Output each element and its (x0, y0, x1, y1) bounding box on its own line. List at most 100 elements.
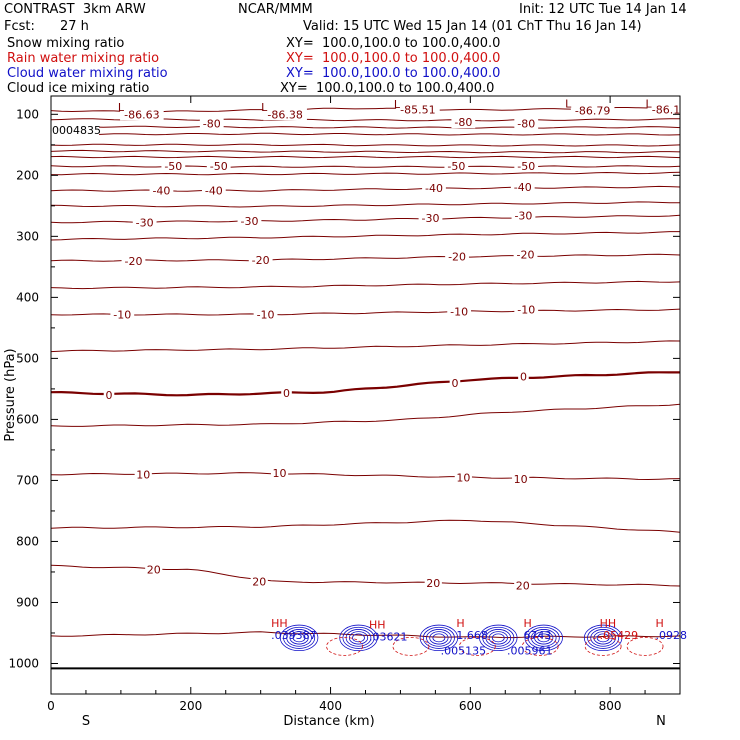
y-tick-label: 800 (16, 534, 39, 548)
rain-water-contour (626, 637, 664, 656)
contour-label-bg (647, 103, 685, 116)
contour-label: -40 (205, 185, 223, 198)
forecast-label: Fcst: (4, 19, 35, 34)
contour-label: 20 (426, 577, 440, 590)
contour-label: -10 (257, 308, 275, 321)
contour-label: 20 (252, 576, 266, 589)
high-marker-value: .039387 (271, 629, 317, 642)
contour-label-bg (110, 308, 135, 321)
init-time: Init: 12 UTC Tue 14 Jan 14 (519, 2, 687, 17)
high-marker: H (456, 617, 464, 630)
cloud-water-contour (485, 629, 512, 647)
x-tick-label: 0 (47, 699, 55, 713)
cloud-water-contour (345, 629, 372, 647)
high-marker-value: 6743 (523, 629, 551, 642)
contour-label-bg (514, 303, 539, 316)
y-tick-label: 500 (16, 351, 39, 365)
contour-line (50, 308, 681, 316)
rain-water-contour (521, 637, 559, 656)
small-value-label: .005961 (507, 644, 553, 657)
contour-line (50, 155, 681, 159)
cloud-water-contour (488, 631, 508, 645)
contour-line (50, 631, 681, 639)
cloud-water-contour (286, 629, 312, 647)
small-value-label: .005135 (441, 644, 487, 657)
contour-label-bg (444, 160, 469, 173)
high-marker-value: .0928 (656, 629, 688, 642)
contour-label-bg (445, 250, 469, 263)
contour-label: -30 (136, 216, 154, 229)
contour-label: -86.63 (124, 108, 159, 121)
contour-label: -86.38 (267, 108, 302, 121)
contour-label-bg (250, 575, 268, 588)
low-marker: L (394, 98, 401, 111)
min-value-bg (51, 124, 99, 137)
contour-label-bg (134, 468, 152, 481)
contour-label: 0 (520, 371, 527, 384)
contour-label-bg (418, 212, 443, 225)
contour-label: -40 (425, 182, 443, 195)
contour-label: -30 (422, 212, 440, 225)
high-marker-value: .03621 (369, 631, 408, 644)
x-tick-label: 600 (459, 699, 482, 713)
cloud-water-contour (429, 631, 449, 645)
contour-label-bg (248, 254, 273, 267)
cloud-water-contour (530, 629, 557, 647)
contour-label: 0 (106, 389, 113, 402)
cloud-water-contour (292, 633, 306, 643)
contour-label-bg (512, 473, 530, 486)
y-tick-label: 900 (16, 595, 39, 609)
y-tick-label: 600 (16, 412, 39, 426)
contour-line (50, 125, 681, 129)
contour-label-bg (253, 308, 278, 321)
contour-label-bg (120, 108, 164, 121)
cloud-water-contour (432, 633, 446, 643)
run-title: CONTRAST 3km ARW (4, 2, 146, 17)
contour-label-bg (514, 117, 539, 130)
cloud-water-contour (527, 626, 560, 649)
contour-label: -40 (514, 181, 532, 194)
contour-label-bg (161, 160, 186, 173)
contour-line (50, 519, 681, 533)
legend-snow-name: Snow mixing ratio (7, 36, 125, 51)
contour-line (50, 201, 681, 208)
contour-label: -30 (514, 210, 532, 223)
rain-water-contour (458, 637, 496, 656)
temperature-contours (50, 106, 681, 670)
contour-label-bg (510, 180, 535, 193)
contour-label-bg (511, 209, 536, 222)
contour-line (50, 472, 681, 481)
contour-label: 0 (283, 387, 290, 400)
y-tick-label: 200 (16, 168, 39, 182)
contour-label: -40 (152, 185, 170, 198)
contour-line (50, 132, 681, 136)
legend-cloud-ice-name: Cloud ice mixing ratio (7, 81, 150, 96)
contour-label-bg (514, 160, 539, 173)
y-tick-label: 300 (16, 229, 39, 243)
contour-label: 10 (456, 471, 470, 484)
legend-rain-range: XY= 100.0,100.0 to 100.0,400.0 (286, 51, 501, 66)
contour-label-bg (206, 160, 231, 173)
legend-rain-name: Rain water mixing ratio (7, 51, 160, 66)
cloud-water-contour (590, 629, 616, 647)
contour-label: 20 (516, 579, 530, 592)
contour-line (50, 143, 681, 147)
contour-label-bg (570, 104, 615, 117)
cloud-water-contour (348, 631, 369, 645)
contour-label: 0 (451, 377, 458, 390)
rain-water-contour (584, 637, 622, 656)
contour-label-bg (449, 376, 461, 389)
contour-label: -80 (517, 117, 535, 130)
high-marker: HH (600, 617, 617, 630)
legend-cloud-ice-range: XY= 100.0,100.0 to 100.0,400.0 (280, 81, 495, 96)
contour-label-bg (447, 305, 472, 318)
contour-label: -20 (517, 249, 535, 262)
contour-label: -86.1 (652, 103, 680, 116)
y-tick-label: 700 (16, 473, 39, 487)
contour-label: 10 (136, 468, 150, 481)
legend-snow-range: XY= 100.0,100.0 to 100.0,400.0 (286, 36, 501, 51)
contour-line (50, 149, 681, 154)
contour-label-bg (149, 184, 174, 197)
contour-label: -10 (517, 304, 535, 317)
